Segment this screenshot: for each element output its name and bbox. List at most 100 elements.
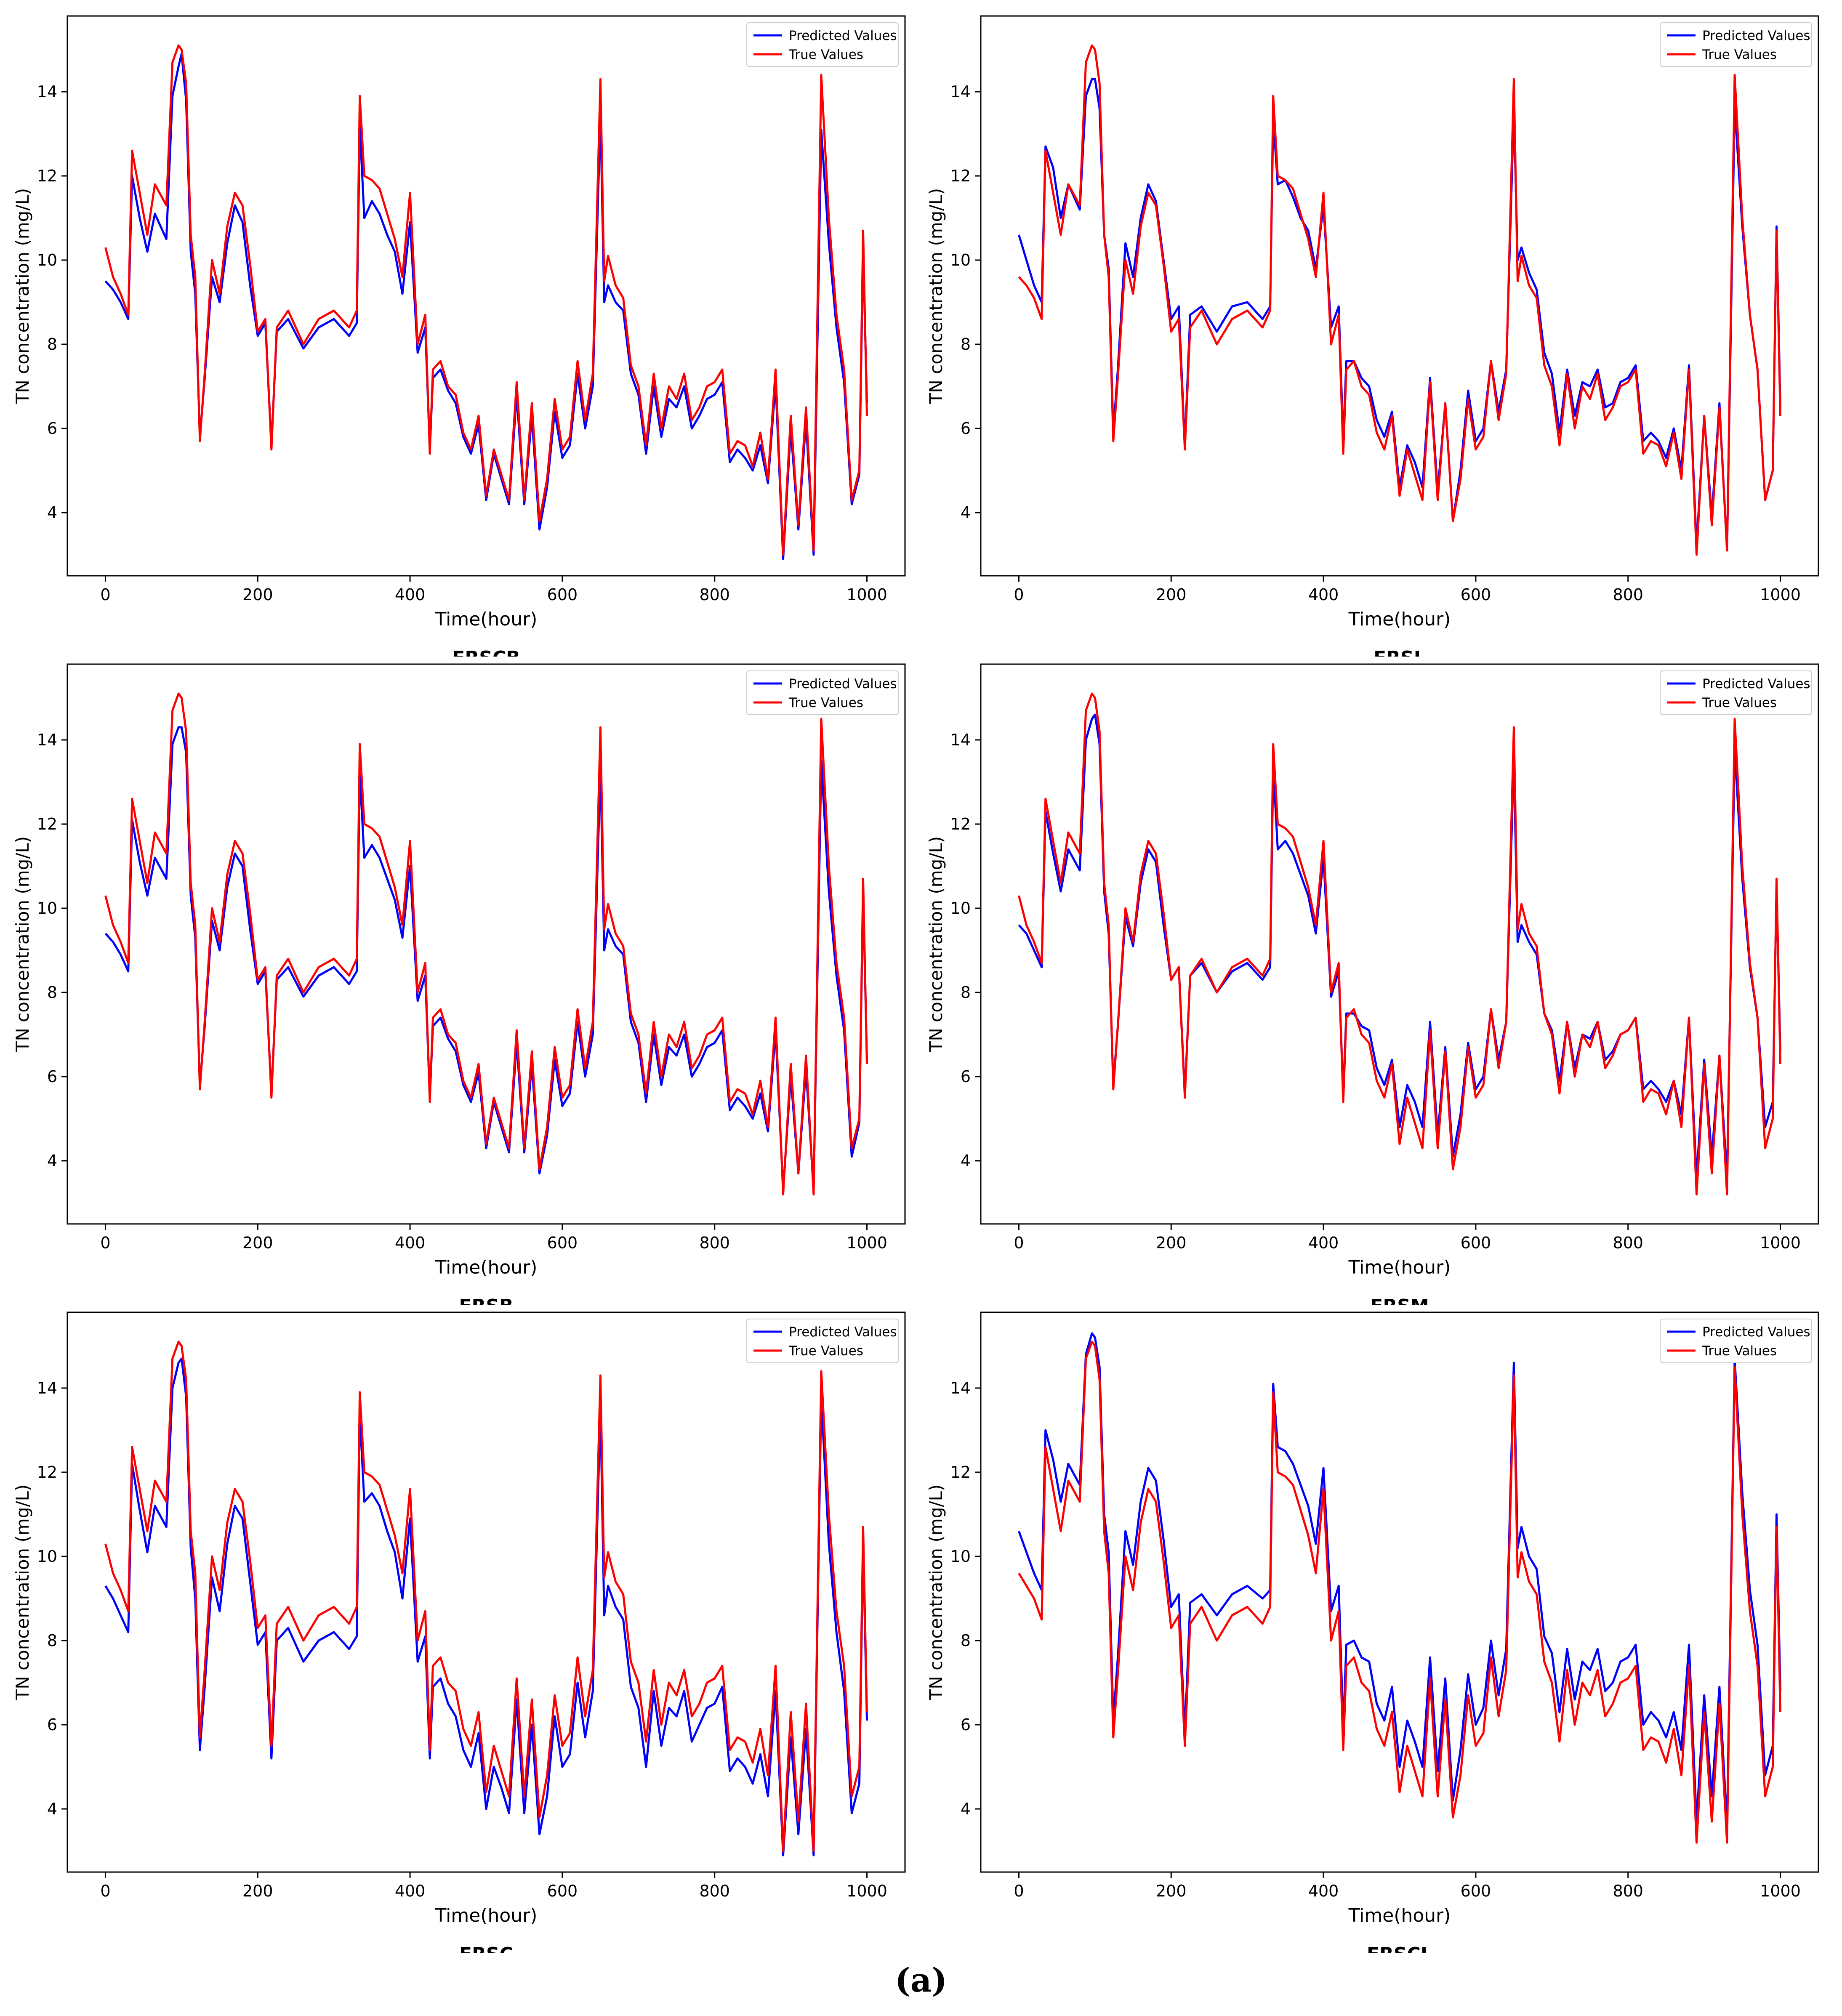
y-axis-label: TN concentration (mg/L): [926, 1484, 946, 1701]
y-tick-label-6: 6: [961, 1715, 971, 1734]
x-tick-label-400: 400: [395, 1234, 426, 1252]
x-axis-label: Time(hour): [435, 609, 538, 630]
y-tick-label-14: 14: [37, 1379, 57, 1397]
x-tick-label-800: 800: [699, 585, 730, 604]
y-tick-label-14: 14: [950, 1379, 971, 1397]
x-axis-label: Time(hour): [435, 1905, 538, 1926]
chart-erscl: 0 200 400 600 800 1000 4 6 8 10 12 14 Time(hour) TN c…: [926, 1311, 1819, 1953]
y-tick-label-4: 4: [961, 1800, 971, 1818]
y-axis-label: TN concentration (mg/L): [12, 1484, 33, 1701]
legend-box: [746, 1319, 899, 1363]
legend: Predicted Values True Values: [746, 22, 899, 67]
series-line-true: [1018, 692, 1781, 1196]
y-axis-label: TN concentration (mg/L): [12, 836, 33, 1053]
legend-box: [746, 670, 899, 715]
x-tick-label-600: 600: [1461, 1234, 1491, 1252]
y-tick-label-10: 10: [950, 1547, 971, 1566]
y-axis-label: TN concentration (mg/L): [926, 836, 946, 1053]
y-tick-label-10: 10: [950, 251, 971, 269]
x-tick-label-800: 800: [1613, 1234, 1643, 1252]
x-tick-label-400: 400: [395, 585, 426, 604]
x-axis-label: Time(hour): [1348, 1257, 1451, 1278]
panel-ersc: 0 200 400 600 800 1000 4 6 8 10 12 14 Time(hour) TN c…: [8, 1305, 918, 1953]
series-line-true: [1018, 44, 1781, 556]
y-tick-label-4: 4: [961, 503, 971, 522]
x-axis-label: Time(hour): [1348, 1905, 1451, 1926]
y-tick-label-8: 8: [47, 983, 57, 1002]
y-tick-label-14: 14: [950, 82, 971, 101]
y-tick-label-14: 14: [37, 731, 57, 749]
y-tick-label-6: 6: [47, 1067, 57, 1086]
x-tick-label-0: 0: [1014, 1882, 1024, 1900]
y-tick-label-12: 12: [950, 815, 971, 833]
chart-ersm: 0 200 400 600 800 1000 4 6 8 10 12 14 Time(hour) TN c…: [926, 663, 1819, 1305]
x-tick-label-0: 0: [1014, 1234, 1024, 1252]
panel-erscl: 0 200 400 600 800 1000 4 6 8 10 12 14 Time(hour) TN c…: [922, 1305, 1831, 1953]
x-tick-label-200: 200: [242, 585, 273, 604]
x-tick-label-1000: 1000: [1760, 1234, 1801, 1252]
x-tick-label-1000: 1000: [1760, 1882, 1801, 1900]
legend-label-predicted: Predicted Values: [789, 676, 897, 692]
panel-ersb: 0 200 400 600 800 1000 4 6 8 10 12 14 Time(hour) TN c…: [8, 657, 918, 1305]
x-tick-label-200: 200: [242, 1234, 273, 1252]
legend: Predicted Values True Values: [1660, 670, 1812, 715]
chart-title: ERSM: [1370, 1295, 1429, 1305]
series-line-predicted: [1018, 1332, 1781, 1827]
series-line-true: [104, 692, 868, 1196]
chart-title: ERSL: [1374, 647, 1426, 657]
legend-label-true: True Values: [1702, 695, 1777, 710]
x-tick-label-200: 200: [1156, 1882, 1187, 1900]
y-tick-label-8: 8: [961, 983, 971, 1002]
y-tick-label-14: 14: [37, 82, 57, 101]
y-tick-label-12: 12: [37, 1463, 57, 1481]
panel-erscb: 0 200 400 600 800 1000 4 6 8 10 12 14 Time(hour) TN c…: [8, 8, 918, 657]
x-axis-label: Time(hour): [435, 1257, 538, 1278]
y-tick-label-4: 4: [961, 1152, 971, 1170]
series-line-true: [104, 44, 868, 556]
y-tick-label-12: 12: [37, 815, 57, 833]
x-tick-label-400: 400: [1308, 585, 1339, 604]
y-tick-label-6: 6: [47, 1715, 57, 1734]
legend-label-true: True Values: [1702, 47, 1777, 62]
x-axis-label: Time(hour): [1348, 609, 1451, 630]
y-tick-label-8: 8: [961, 1631, 971, 1650]
legend: Predicted Values True Values: [746, 1319, 899, 1363]
legend-box: [1660, 22, 1812, 67]
legend-label-true: True Values: [788, 1343, 863, 1359]
y-tick-label-8: 8: [961, 335, 971, 354]
x-tick-label-200: 200: [1156, 585, 1187, 604]
x-tick-label-1000: 1000: [846, 585, 887, 604]
legend-label-predicted: Predicted Values: [789, 28, 897, 43]
x-tick-label-600: 600: [1461, 1882, 1491, 1900]
chart-title: ERSCL: [1367, 1944, 1432, 1953]
y-tick-label-10: 10: [950, 899, 971, 918]
x-tick-label-0: 0: [100, 1882, 110, 1900]
legend: Predicted Values True Values: [746, 670, 899, 715]
legend-label-predicted: Predicted Values: [1702, 676, 1810, 692]
x-tick-label-0: 0: [1014, 585, 1024, 604]
figure-caption: (a): [894, 1961, 948, 2000]
x-tick-label-200: 200: [242, 1882, 273, 1900]
chart-ersb: 0 200 400 600 800 1000 4 6 8 10 12 14 Time(hour) TN c…: [12, 663, 906, 1305]
legend-label-true: True Values: [1702, 1343, 1777, 1359]
series-line-true: [1018, 1340, 1781, 1844]
y-tick-label-10: 10: [37, 251, 57, 269]
chart-ersc: 0 200 400 600 800 1000 4 6 8 10 12 14 Time(hour) TN c…: [12, 1311, 906, 1953]
y-tick-label-6: 6: [961, 1067, 971, 1086]
y-tick-label-14: 14: [950, 731, 971, 749]
x-tick-label-400: 400: [1308, 1882, 1339, 1900]
plot-area: [980, 663, 1819, 1225]
x-tick-label-400: 400: [395, 1882, 426, 1900]
legend-label-true: True Values: [788, 695, 863, 710]
series-line-predicted: [104, 1357, 868, 1856]
y-tick-label-4: 4: [47, 503, 57, 522]
x-tick-label-200: 200: [1156, 1234, 1187, 1252]
x-tick-label-0: 0: [100, 585, 110, 604]
x-tick-label-800: 800: [699, 1234, 730, 1252]
legend-label-true: True Values: [788, 47, 863, 62]
plot-area: [67, 15, 906, 577]
y-tick-label-8: 8: [47, 335, 57, 354]
y-tick-label-6: 6: [47, 419, 57, 438]
chart-title: ERSB: [459, 1295, 513, 1305]
